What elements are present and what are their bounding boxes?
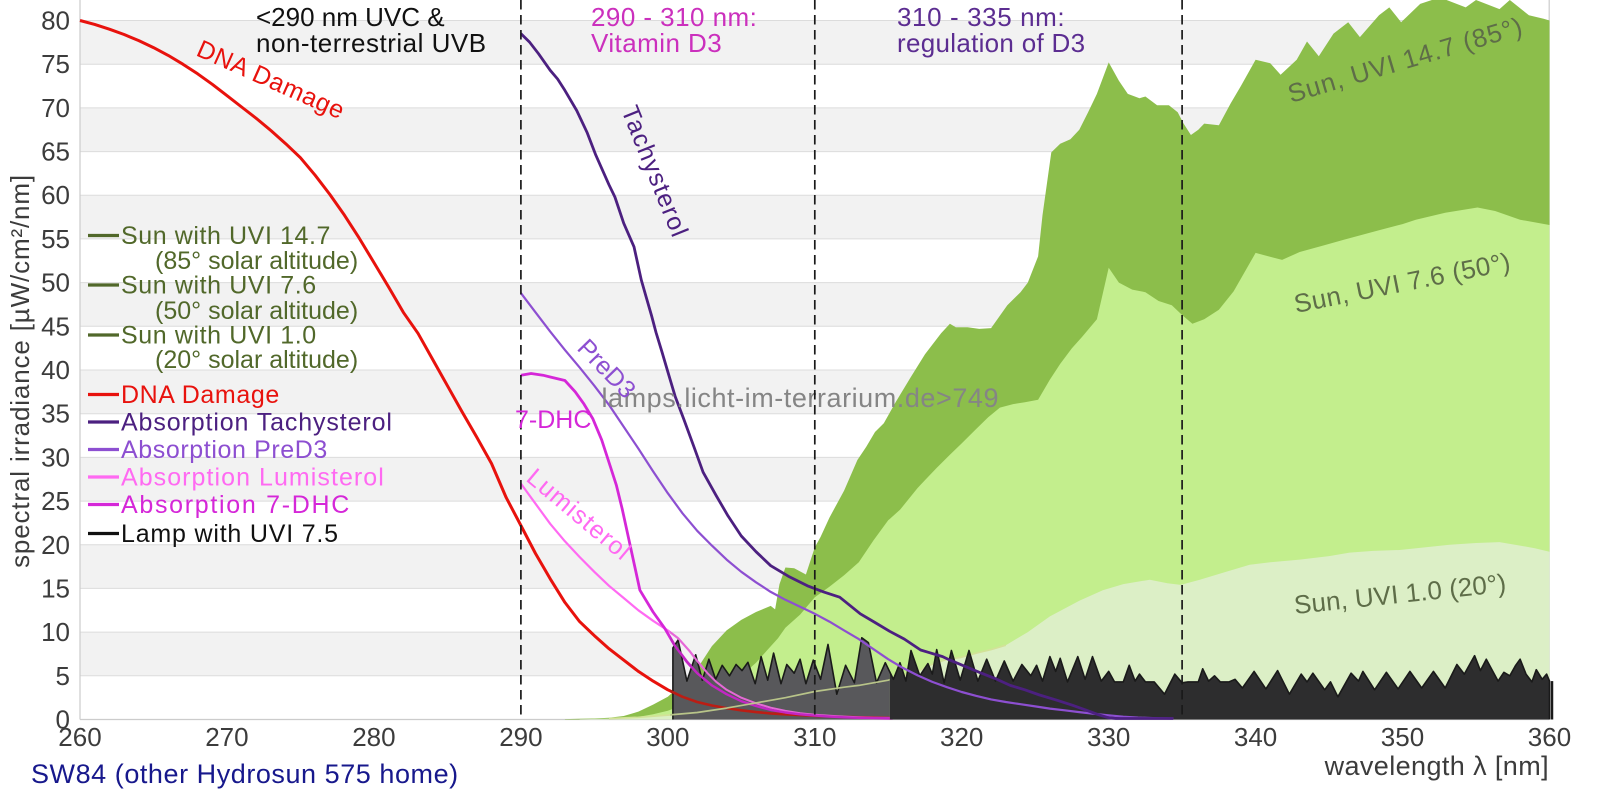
- svg-text:0: 0: [56, 705, 70, 735]
- svg-text:280: 280: [352, 722, 395, 752]
- svg-text:300: 300: [646, 722, 689, 752]
- svg-text:55: 55: [41, 224, 70, 254]
- svg-text:350: 350: [1381, 722, 1424, 752]
- svg-text:65: 65: [41, 137, 70, 167]
- svg-text:Absorption Lumisterol: Absorption Lumisterol: [121, 464, 385, 492]
- svg-text:260: 260: [58, 722, 101, 752]
- svg-text:290: 290: [499, 722, 542, 752]
- svg-text:Lamp with UVI 7.5: Lamp with UVI 7.5: [121, 520, 339, 548]
- svg-text:75: 75: [41, 49, 70, 79]
- svg-text:310: 310: [793, 722, 836, 752]
- svg-text:(85° solar altitude): (85° solar altitude): [155, 247, 358, 275]
- svg-text:Absorption PreD3: Absorption PreD3: [121, 436, 328, 464]
- svg-text:35: 35: [41, 399, 70, 429]
- svg-text:310 - 335 nm:: 310 - 335 nm:: [897, 2, 1065, 32]
- svg-text:Vitamin D3: Vitamin D3: [591, 28, 722, 58]
- svg-text:320: 320: [940, 722, 983, 752]
- svg-text:10: 10: [41, 617, 70, 647]
- svg-text:spectral irradiance [µW/cm²/nm: spectral irradiance [µW/cm²/nm]: [5, 174, 35, 568]
- svg-text:45: 45: [41, 311, 70, 341]
- svg-text:SW84 (other Hydrosun 575 home): SW84 (other Hydrosun 575 home): [31, 759, 459, 789]
- svg-text:Absorption Tachysterol: Absorption Tachysterol: [121, 409, 393, 437]
- svg-text:Absorption 7-DHC: Absorption 7-DHC: [121, 491, 351, 519]
- svg-text:non-terrestrial UVB: non-terrestrial UVB: [256, 28, 487, 58]
- svg-text:15: 15: [41, 573, 70, 603]
- svg-text:25: 25: [41, 486, 70, 516]
- svg-text:7-DHC: 7-DHC: [515, 406, 591, 434]
- svg-text:360: 360: [1528, 722, 1571, 752]
- svg-text:Sun with UVI 1.0: Sun with UVI 1.0: [121, 322, 317, 350]
- svg-text:DNA Damage: DNA Damage: [121, 381, 280, 409]
- svg-text:lamps.licht-im-terrarium.de>74: lamps.licht-im-terrarium.de>749: [602, 383, 999, 413]
- svg-text:330: 330: [1087, 722, 1130, 752]
- svg-text:(50° solar altitude): (50° solar altitude): [155, 297, 358, 325]
- svg-text:20: 20: [41, 530, 70, 560]
- svg-text:290 - 310 nm:: 290 - 310 nm:: [591, 2, 757, 32]
- svg-text:40: 40: [41, 355, 70, 385]
- svg-text:60: 60: [41, 180, 70, 210]
- svg-text:70: 70: [41, 93, 70, 123]
- svg-text:wavelength λ [nm]: wavelength λ [nm]: [1324, 751, 1549, 781]
- svg-text:50: 50: [41, 268, 70, 298]
- svg-text:<290 nm UVC &: <290 nm UVC &: [256, 2, 445, 32]
- svg-text:Sun with UVI 14.7: Sun with UVI 14.7: [121, 222, 331, 250]
- svg-text:Sun with UVI 7.6: Sun with UVI 7.6: [121, 272, 317, 300]
- svg-text:regulation of D3: regulation of D3: [897, 28, 1085, 58]
- svg-text:(20° solar altitude): (20° solar altitude): [155, 346, 358, 374]
- svg-text:80: 80: [41, 6, 70, 36]
- svg-text:5: 5: [56, 661, 70, 691]
- svg-text:340: 340: [1234, 722, 1277, 752]
- svg-text:270: 270: [205, 722, 248, 752]
- svg-text:30: 30: [41, 442, 70, 472]
